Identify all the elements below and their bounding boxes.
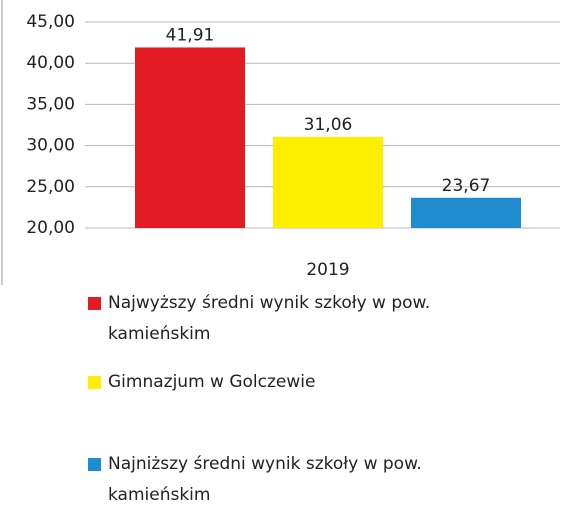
legend-swatch — [88, 297, 101, 310]
legend-swatch — [88, 376, 101, 389]
legend-label: Najniższy średni wynik szkoły w pow. kam… — [108, 454, 422, 505]
data-label: 31,06 — [304, 115, 353, 135]
legend-label: Najwyższy średni wynik szkoły w pow. kam… — [108, 293, 431, 344]
y-tick-label: 35,00 — [26, 94, 75, 114]
bar — [411, 197, 521, 228]
legend-item: Najwyższy średni wynik szkoły w pow. kam… — [86, 288, 526, 350]
y-tick-label: 30,00 — [26, 136, 75, 156]
y-tick-label: 25,00 — [26, 177, 75, 197]
y-tick-label: 20,00 — [26, 218, 75, 238]
legend-label: Gimnazjum w Golczewie — [108, 372, 316, 392]
data-label: 23,67 — [442, 176, 491, 196]
legend: Najwyższy średni wynik szkoły w pow. kam… — [86, 288, 526, 511]
y-tick-label: 45,00 — [26, 12, 75, 32]
legend-item: Najniższy średni wynik szkoły w pow. kam… — [86, 449, 526, 511]
data-label: 41,91 — [166, 25, 215, 45]
bar — [135, 47, 245, 228]
legend-item: Gimnazjum w Golczewie — [86, 367, 526, 398]
y-tick-label: 40,00 — [26, 53, 75, 73]
plot: 20,00 25,00 30,00 35,00 40,00 45,00 2019 41,91 3… — [1, 0, 560, 285]
bar — [273, 136, 383, 228]
x-tick-label: 2019 — [306, 260, 349, 280]
legend-swatch — [88, 458, 101, 471]
